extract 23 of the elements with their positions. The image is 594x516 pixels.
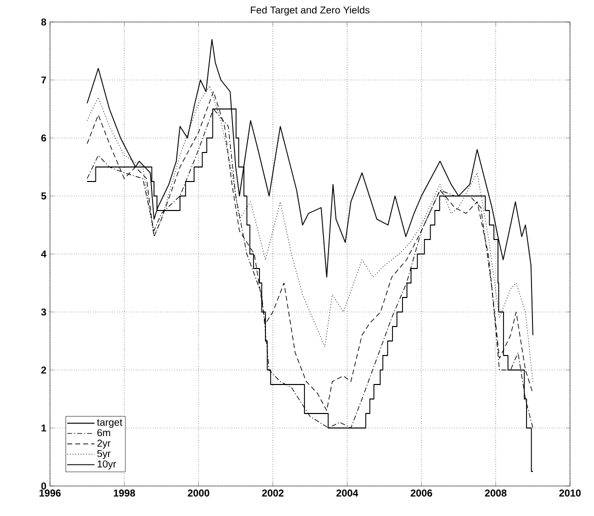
legend-label: target (97, 419, 122, 428)
x-tick-label: 1998 (114, 490, 136, 497)
x-tick-label: 2008 (484, 490, 506, 497)
x-tick-label: 2006 (410, 490, 432, 497)
legend-label: 5yr (97, 450, 111, 460)
x-tick-label: 2010 (559, 490, 581, 497)
legend-label: 6m (97, 429, 110, 436)
y-tick-label: 2 (41, 366, 46, 374)
y-tick-label: 8 (41, 18, 46, 26)
y-tick-label: 6 (41, 134, 46, 142)
y-tick-label: 4 (41, 250, 46, 258)
y-tick-label: 3 (41, 308, 46, 316)
legend-label: 2yr (97, 440, 111, 449)
x-tick-label: 2002 (262, 490, 284, 497)
chart-title: Fed Target and Zero Yields (250, 6, 370, 16)
y-tick-label: 7 (41, 76, 46, 84)
x-tick-label: 2000 (188, 490, 210, 497)
y-tick-label: 0 (41, 482, 46, 490)
y-tick-label: 1 (42, 424, 46, 432)
y-tick-label: 5 (41, 192, 46, 200)
x-tick-label: 1996 (40, 490, 61, 497)
x-tick-label: 2004 (336, 490, 358, 497)
legend-label: 10yr (98, 460, 116, 470)
